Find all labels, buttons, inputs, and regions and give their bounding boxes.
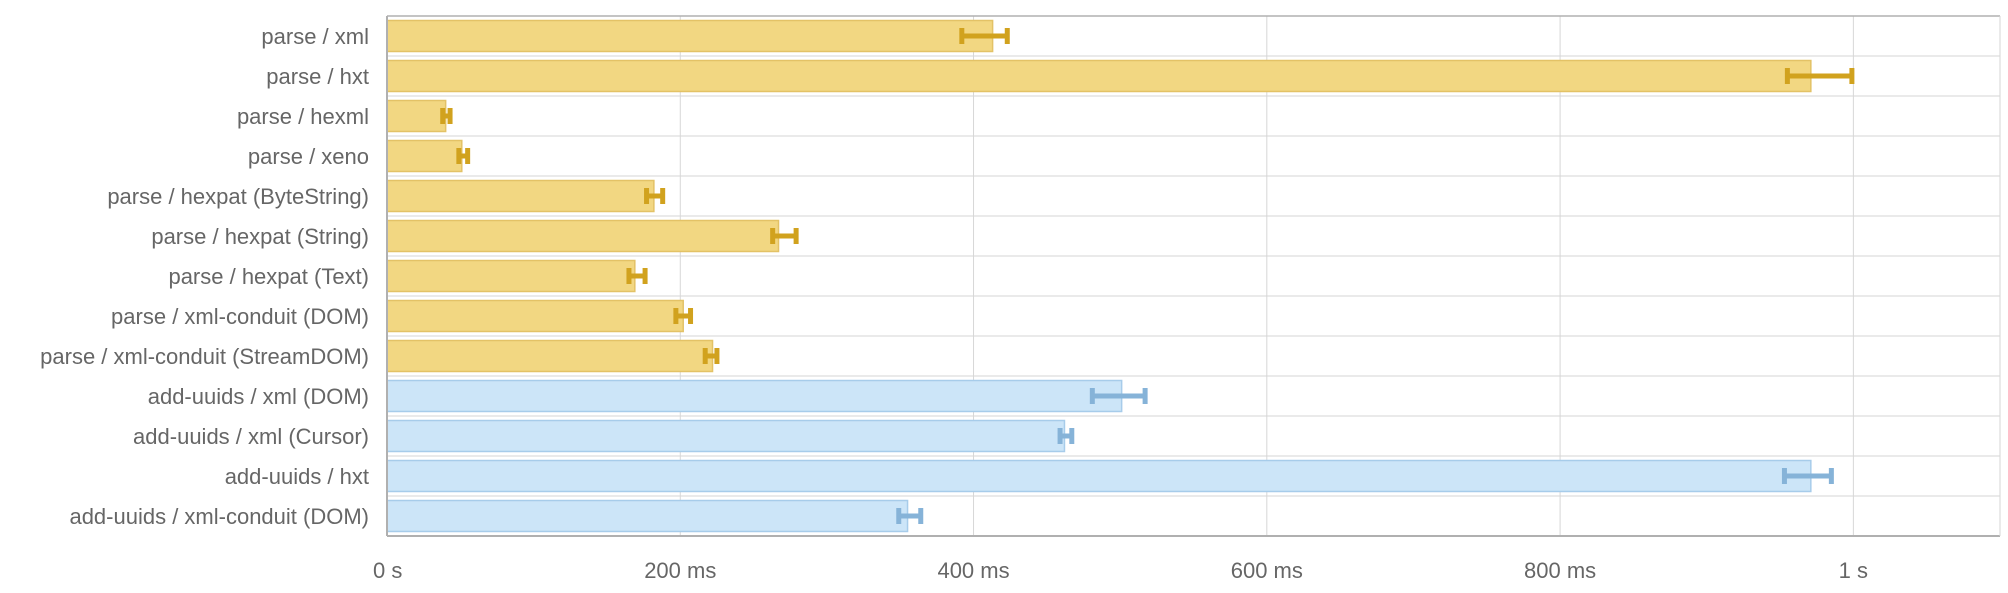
x-tick-label: 400 ms — [937, 558, 1009, 583]
x-tick-label: 600 ms — [1231, 558, 1303, 583]
bar — [386, 19, 994, 53]
category-label: parse / hxt — [266, 64, 369, 89]
bar — [386, 499, 909, 533]
bar — [386, 459, 1812, 493]
bar — [386, 339, 714, 373]
bar — [386, 179, 655, 213]
category-label: parse / hexml — [237, 104, 369, 129]
category-label: parse / hexpat (Text) — [168, 264, 369, 289]
axes — [386, 15, 2001, 537]
bar — [386, 219, 780, 253]
category-label: parse / xml-conduit (DOM) — [111, 304, 369, 329]
category-label: parse / xeno — [248, 144, 369, 169]
category-label: parse / hexpat (ByteString) — [107, 184, 369, 209]
category-label: parse / xml — [261, 24, 369, 49]
category-label: add-uuids / xml (DOM) — [148, 384, 369, 409]
bar — [386, 99, 447, 133]
x-tick-label: 0 s — [373, 558, 402, 583]
bars — [386, 19, 1812, 533]
bar — [386, 299, 684, 333]
bar — [386, 59, 1812, 93]
x-tick-label: 200 ms — [644, 558, 716, 583]
category-label: add-uuids / hxt — [225, 464, 369, 489]
bar — [386, 139, 463, 173]
x-tick-label: 1 s — [1839, 558, 1868, 583]
x-tick-labels: 0 s 200 ms 400 ms 600 ms 800 ms 1 s — [373, 558, 1868, 583]
bar — [386, 379, 1123, 413]
category-label: add-uuids / xml (Cursor) — [133, 424, 369, 449]
category-label: parse / hexpat (String) — [151, 224, 369, 249]
category-label: add-uuids / xml-conduit (DOM) — [69, 504, 369, 529]
category-label: parse / xml-conduit (StreamDOM) — [40, 344, 369, 369]
bar — [386, 419, 1066, 453]
x-tick-label: 800 ms — [1524, 558, 1596, 583]
bar — [386, 259, 636, 293]
category-labels: parse / xml parse / hxt parse / hexml parse… — [40, 24, 369, 529]
error-bars — [440, 28, 1855, 524]
